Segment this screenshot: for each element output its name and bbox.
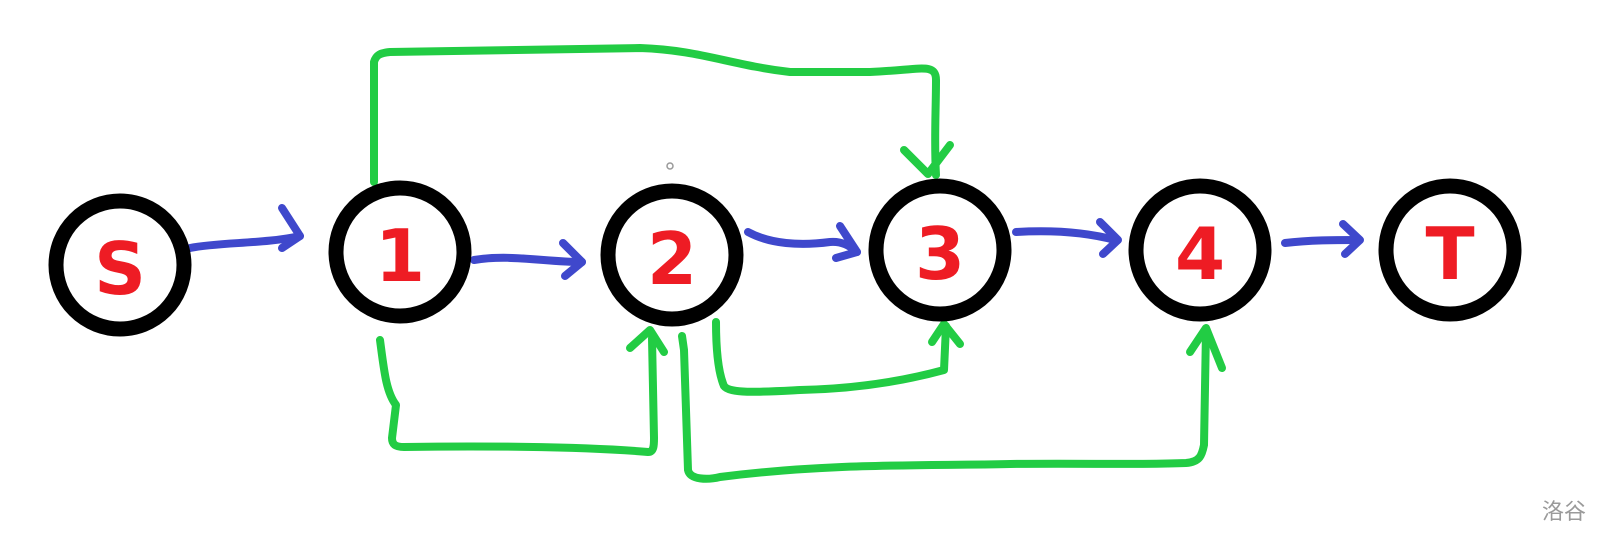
chain-edge-line (744, 228, 861, 256)
arrowhead-icon (928, 320, 964, 348)
chain-edge-line (1012, 227, 1119, 244)
arrowhead-icon (832, 222, 861, 262)
skip-edge-1-to-3-top (370, 44, 954, 186)
node-4: 4 (1128, 178, 1272, 322)
node-circle (868, 178, 1012, 322)
arrowhead-icon (900, 141, 954, 178)
skip-edge-line (370, 44, 940, 186)
arrowhead-icon (1096, 218, 1122, 258)
arrowhead-icon (1339, 220, 1364, 258)
node-circle (328, 180, 472, 324)
skip-edge-2-to-3-bottom (712, 318, 964, 396)
skip-edge-2-to-4-bottom (678, 324, 1226, 483)
arrowhead-icon (626, 326, 668, 356)
arrowhead-icon (559, 239, 586, 280)
node-label: 4 (1175, 212, 1225, 296)
skip-edge-line (712, 318, 950, 396)
node-label: 3 (915, 212, 965, 296)
node-circle (1378, 178, 1522, 322)
watermark-text: 洛谷 (1541, 500, 1586, 525)
node-label: T (1425, 212, 1474, 296)
node-3: 3 (868, 178, 1012, 322)
nodes-layer: S 1 2 3 4 T (48, 162, 1522, 337)
chain-edge-line (1281, 236, 1362, 247)
skip-edge-1-to-2-bottom (376, 326, 668, 456)
node-label: 2 (647, 217, 697, 301)
stray-dot-icon (666, 162, 674, 170)
node-label: S (94, 227, 146, 311)
arrowhead-icon (278, 204, 304, 252)
node-label: 1 (375, 214, 425, 298)
chain-edge-3-to-4 (1012, 218, 1122, 258)
arrowhead-icon (1186, 324, 1226, 372)
edges-layer (186, 44, 1364, 483)
node-2: 2 (600, 183, 744, 327)
skip-edge-line (376, 334, 658, 456)
chain-edge-2-to-3 (744, 222, 861, 262)
node-circle (1128, 178, 1272, 322)
node-circle (600, 183, 744, 327)
chain-edge-4-to-T (1281, 220, 1364, 258)
chain-edge-line (186, 232, 304, 252)
chain-edge-S-to-1 (186, 204, 304, 252)
node-S: S (48, 193, 192, 337)
node-T: T (1378, 178, 1522, 322)
chain-edge-1-to-2 (470, 239, 586, 280)
skip-edge-line (678, 326, 1210, 483)
chain-edge-line (470, 253, 586, 266)
node-circle (48, 193, 192, 337)
node-1: 1 (328, 180, 472, 324)
